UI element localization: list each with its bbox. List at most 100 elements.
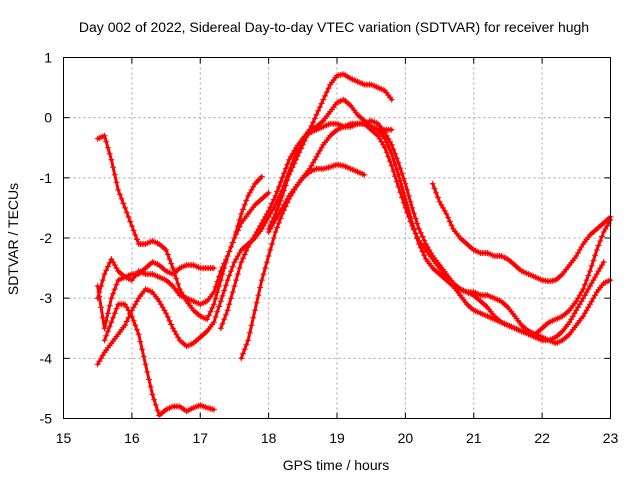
plus-marker [320,96,327,103]
plus-marker [108,156,115,163]
y-tick-labels: -5 -4 -3 -2 -1 0 1 [40,50,53,427]
plus-marker [233,229,240,235]
plus-marker [229,263,236,270]
plus-marker [400,199,407,206]
plus-marker [103,332,110,339]
plus-marker [402,180,409,187]
plus-marker [241,251,248,258]
plus-marker [399,194,405,201]
plus-marker [229,289,236,296]
plus-marker [393,178,400,185]
plus-marker [581,292,588,299]
plus-marker [108,295,115,302]
plus-marker [240,206,246,213]
plus-marker [118,195,125,202]
plus-marker [383,139,390,146]
plus-marker [132,322,139,329]
plus-marker [240,350,246,357]
plus-marker [289,164,296,171]
plus-marker [103,317,110,324]
plus-marker [214,278,221,285]
plus-marker [277,179,284,186]
plus-marker [111,171,118,178]
plus-marker [245,337,252,344]
plus-marker [385,153,392,160]
x-axis-label: GPS time / hours [283,457,390,473]
series-trace [103,302,216,417]
plus-marker [238,355,245,362]
plus-marker [407,218,414,225]
plus-marker [392,173,399,180]
plus-marker [229,239,236,246]
plus-marker [310,119,317,126]
plus-marker [395,183,402,190]
plus-marker [166,256,173,263]
plus-marker [231,283,238,290]
plus-marker [212,314,219,320]
plus-marker [282,182,289,189]
plus-marker [318,100,325,107]
plus-marker [311,115,318,122]
plus-marker [434,194,441,201]
plus-marker [287,168,294,175]
plus-marker [101,132,108,139]
plus-marker [110,314,117,321]
plus-marker [104,263,111,270]
plus-marker [392,161,399,168]
plus-marker [243,197,250,204]
plus-marker [128,313,135,320]
plus-marker [284,161,291,168]
plus-marker [304,130,311,137]
plus-marker [258,277,265,284]
plus-marker [101,325,108,332]
plus-marker [399,170,405,177]
plus-marker [303,134,310,141]
plus-marker [270,235,277,241]
plus-marker [99,314,106,321]
plus-marker [241,201,248,208]
plus-marker [301,138,308,144]
plus-marker [272,229,279,235]
plus-marker [101,271,108,278]
plus-marker [149,391,156,398]
plus-marker [448,222,455,229]
plus-marker [128,223,135,229]
plus-marker [96,293,103,300]
plus-marker [397,165,404,172]
plus-marker [116,191,123,198]
y-tick-label: -1 [40,170,53,186]
plus-marker [101,337,108,344]
plus-marker [238,210,245,217]
plus-marker [315,107,322,114]
plus-marker [267,247,274,253]
plus-marker [274,206,281,213]
plus-marker [258,220,265,226]
plus-marker [583,277,590,284]
series-s11 [429,180,614,285]
plus-marker [417,229,424,236]
plus-marker [395,159,402,166]
plus-marker [217,268,224,275]
plus-marker [380,141,387,148]
plus-marker [306,126,313,133]
plus-marker [593,247,600,253]
plus-marker [139,346,146,353]
plus-marker [298,145,305,152]
plus-marker [106,302,113,309]
plus-marker [94,283,101,290]
plus-marker [431,185,438,192]
plus-marker [592,292,599,299]
plus-marker [134,326,140,333]
plus-marker [265,189,272,196]
plus-marker [168,260,175,267]
plus-marker [325,85,332,92]
plus-marker [390,146,397,153]
plus-marker [600,259,607,266]
plus-marker [409,204,416,211]
plus-marker [142,361,149,368]
plus-marker [361,171,368,178]
plus-marker [236,216,243,223]
plus-marker [147,383,154,390]
plus-marker [219,292,226,299]
plus-marker [260,271,267,278]
